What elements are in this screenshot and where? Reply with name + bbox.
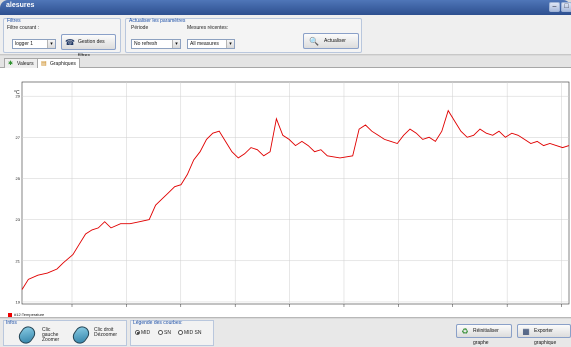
radio-mid[interactable]: MID — [135, 330, 150, 336]
magnifier-icon: 🔍 — [309, 37, 319, 46]
chart-legend: #12:Temperature — [8, 312, 44, 317]
minimize-button[interactable]: – — [549, 2, 560, 12]
tab-charts-label: Graphiques — [50, 61, 76, 67]
y-tick-label: 19 — [16, 299, 21, 304]
temperature-chart[interactable]: °C 19 21 23 25 27 29 — [0, 68, 571, 314]
plot-frame — [21, 81, 570, 305]
tab-charts[interactable]: ▤ Graphiques — [37, 58, 80, 68]
legend-swatch — [8, 312, 12, 317]
curve-legend-title: Légende des courbes: — [133, 320, 183, 326]
reset-chart-label: Réinitialiser graphe — [473, 328, 499, 346]
params-group-title: Actualiser les paramètres — [129, 18, 186, 24]
current-filter-select[interactable]: logger 1 ▾ — [12, 39, 56, 49]
reset-chart-button[interactable]: ♻ Réinitialiser graphe — [456, 324, 512, 346]
reset-icon: ♻ — [461, 327, 469, 336]
chevron-down-icon: ▾ — [47, 40, 55, 48]
tab-values-label: Valeurs — [17, 61, 34, 67]
left-click-hint: Clic gauche Zoomer — [42, 327, 60, 343]
recent-measures-value: All measures — [190, 41, 219, 47]
maximize-button[interactable]: □ — [561, 2, 571, 12]
period-label: Période — [131, 25, 149, 31]
tab-values[interactable]: ✱ Valeurs — [4, 58, 38, 68]
period-value: No refresh — [134, 41, 158, 47]
filter-icon: ☎ — [65, 38, 75, 47]
refresh-button[interactable]: 🔍 Actualiser — [303, 33, 359, 49]
manage-filters-button[interactable]: ☎ Gestion des filtres — [61, 34, 116, 59]
current-filter-label: Filtre courant : — [7, 25, 39, 31]
toolbar-panel: Filtres Filtre courant : logger 1 ▾ ☎ Ge… — [0, 15, 571, 59]
y-tick-label: 25 — [16, 176, 21, 181]
filters-group-title: Filtres — [7, 18, 21, 24]
recent-measures-select[interactable]: All measures ▾ — [187, 39, 235, 49]
refresh-label: Actualiser — [324, 38, 346, 44]
chevron-down-icon: ▾ — [226, 40, 234, 48]
radio-mid-sn[interactable]: MID SN — [178, 330, 202, 336]
chevron-down-icon: ▾ — [172, 40, 180, 48]
y-tick-label: 29 — [16, 94, 21, 99]
right-click-hint: Clic droit Dézoomer — [94, 327, 118, 338]
title-bar: alesures – □ — [0, 0, 571, 15]
radio-mid-sn-label: MID SN — [184, 330, 202, 336]
chart-panel[interactable]: °C 19 21 23 25 27 29 #12:Temperature — [0, 68, 571, 318]
y-axis-label: °C — [14, 90, 20, 96]
export-chart-label: Exporter graphique — [534, 328, 557, 346]
chart-icon: ▤ — [41, 61, 47, 67]
export-chart-button[interactable]: ▦ Exporter graphique — [517, 324, 571, 346]
period-select[interactable]: No refresh ▾ — [131, 39, 181, 49]
radio-sn[interactable]: SN — [158, 330, 171, 336]
radio-mid-label: MID — [141, 330, 151, 336]
radio-sn-label: SN — [164, 330, 171, 336]
bottom-panel: Infos Clic gauche Zoomer Clic droit Dézo… — [0, 319, 571, 347]
tab-bar: ✱ Valeurs ▤ Graphiques — [0, 56, 571, 68]
legend-entry: #12:Temperature — [14, 312, 45, 317]
infos-group-title: Infos — [6, 320, 17, 326]
y-tick-label: 27 — [16, 135, 21, 140]
window-title: alesures — [6, 2, 35, 9]
recent-measures-label: Mesures récentes: — [187, 25, 229, 31]
y-tick-label: 21 — [16, 258, 21, 263]
curve-legend-group — [130, 320, 214, 346]
values-icon: ✱ — [8, 61, 14, 67]
export-icon: ▦ — [522, 327, 530, 336]
current-filter-value: logger 1 — [15, 41, 34, 47]
y-tick-label: 23 — [16, 217, 21, 222]
temperature-series-line — [21, 109, 570, 290]
